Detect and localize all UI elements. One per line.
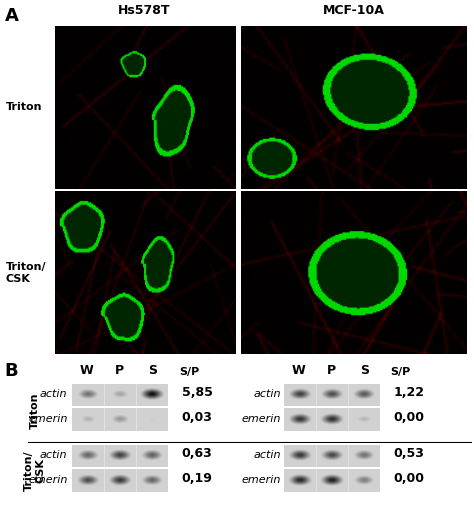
Text: Triton: Triton [6,102,42,112]
Text: 0,00: 0,00 [393,410,424,424]
Text: 0,19: 0,19 [182,472,213,485]
Text: 5,85: 5,85 [182,386,213,399]
Text: Triton/
CSK: Triton/ CSK [6,262,46,283]
Text: 0,03: 0,03 [182,410,213,424]
Text: 0,53: 0,53 [393,447,424,460]
Text: MCF-10A: MCF-10A [322,4,384,17]
Text: 0,00: 0,00 [393,472,424,485]
Text: 1,22: 1,22 [393,386,424,399]
Text: B: B [5,362,18,380]
Text: actin: actin [253,450,281,460]
Text: emerin: emerin [241,414,281,424]
Text: P: P [327,363,337,377]
Text: P: P [115,363,125,377]
Text: actin: actin [40,450,68,460]
Text: emerin: emerin [241,475,281,485]
Text: Triton/
CSK: Triton/ CSK [24,450,46,491]
Text: S: S [149,363,157,377]
Text: actin: actin [40,389,68,399]
Text: Triton: Triton [30,393,40,429]
Text: A: A [5,7,18,24]
Text: S/P: S/P [179,367,200,377]
Text: Hs578T: Hs578T [118,4,171,17]
Text: 0,63: 0,63 [182,447,212,460]
Text: emerin: emerin [28,414,68,424]
Text: actin: actin [253,389,281,399]
Text: emerin: emerin [28,475,68,485]
Text: W: W [80,363,94,377]
Text: S/P: S/P [391,367,411,377]
Text: S: S [361,363,369,377]
Text: W: W [292,363,306,377]
